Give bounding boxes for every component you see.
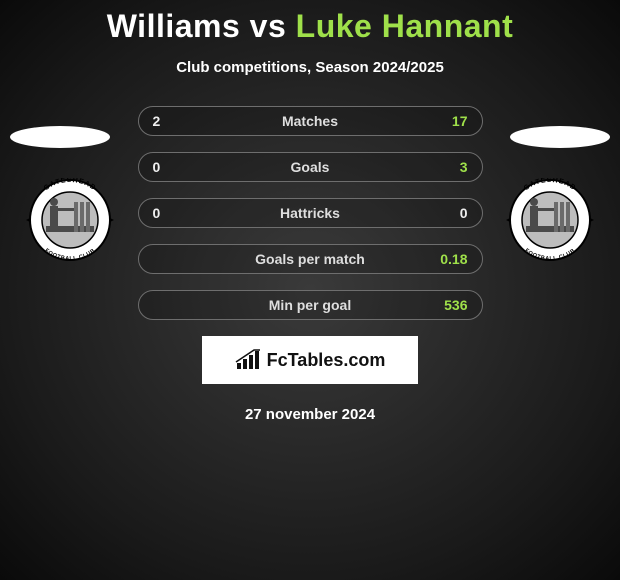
stat-label: Goals bbox=[139, 153, 482, 181]
stat-row-goals: 0 Goals 3 bbox=[138, 152, 483, 182]
vs-separator: vs bbox=[250, 8, 287, 44]
stat-right-value: 17 bbox=[452, 107, 468, 135]
stat-row-hattricks: 0 Hattricks 0 bbox=[138, 198, 483, 228]
chart-icon bbox=[235, 349, 261, 371]
stat-row-matches: 2 Matches 17 bbox=[138, 106, 483, 136]
player1-club-badge: GATESHEAD FOOTBALL CLUB bbox=[20, 178, 120, 262]
stat-label: Goals per match bbox=[139, 245, 482, 273]
player1-shadow-ellipse bbox=[10, 126, 110, 148]
fctables-logo-text: FcTables.com bbox=[267, 350, 386, 371]
stat-label: Matches bbox=[139, 107, 482, 135]
player1-name: Williams bbox=[107, 8, 241, 44]
subtitle: Club competitions, Season 2024/2025 bbox=[0, 59, 620, 76]
player2-club-badge: GATESHEAD FOOTBALL CLUB bbox=[500, 178, 600, 262]
stat-right-value: 536 bbox=[444, 291, 467, 319]
player2-name: Luke Hannant bbox=[296, 8, 514, 44]
stat-row-goals-per-match: Goals per match 0.18 bbox=[138, 244, 483, 274]
stat-right-value: 0.18 bbox=[440, 245, 467, 273]
stat-right-value: 0 bbox=[460, 199, 468, 227]
stat-right-value: 3 bbox=[460, 153, 468, 181]
fctables-logo: FcTables.com bbox=[202, 336, 418, 384]
stat-label: Min per goal bbox=[139, 291, 482, 319]
stat-rows: 2 Matches 17 0 Goals 3 0 Hattricks 0 Goa… bbox=[138, 106, 483, 320]
comparison-title: Williams vs Luke Hannant bbox=[0, 0, 620, 45]
stat-row-min-per-goal: Min per goal 536 bbox=[138, 290, 483, 320]
player2-shadow-ellipse bbox=[510, 126, 610, 148]
stat-label: Hattricks bbox=[139, 199, 482, 227]
snapshot-date: 27 november 2024 bbox=[0, 406, 620, 423]
